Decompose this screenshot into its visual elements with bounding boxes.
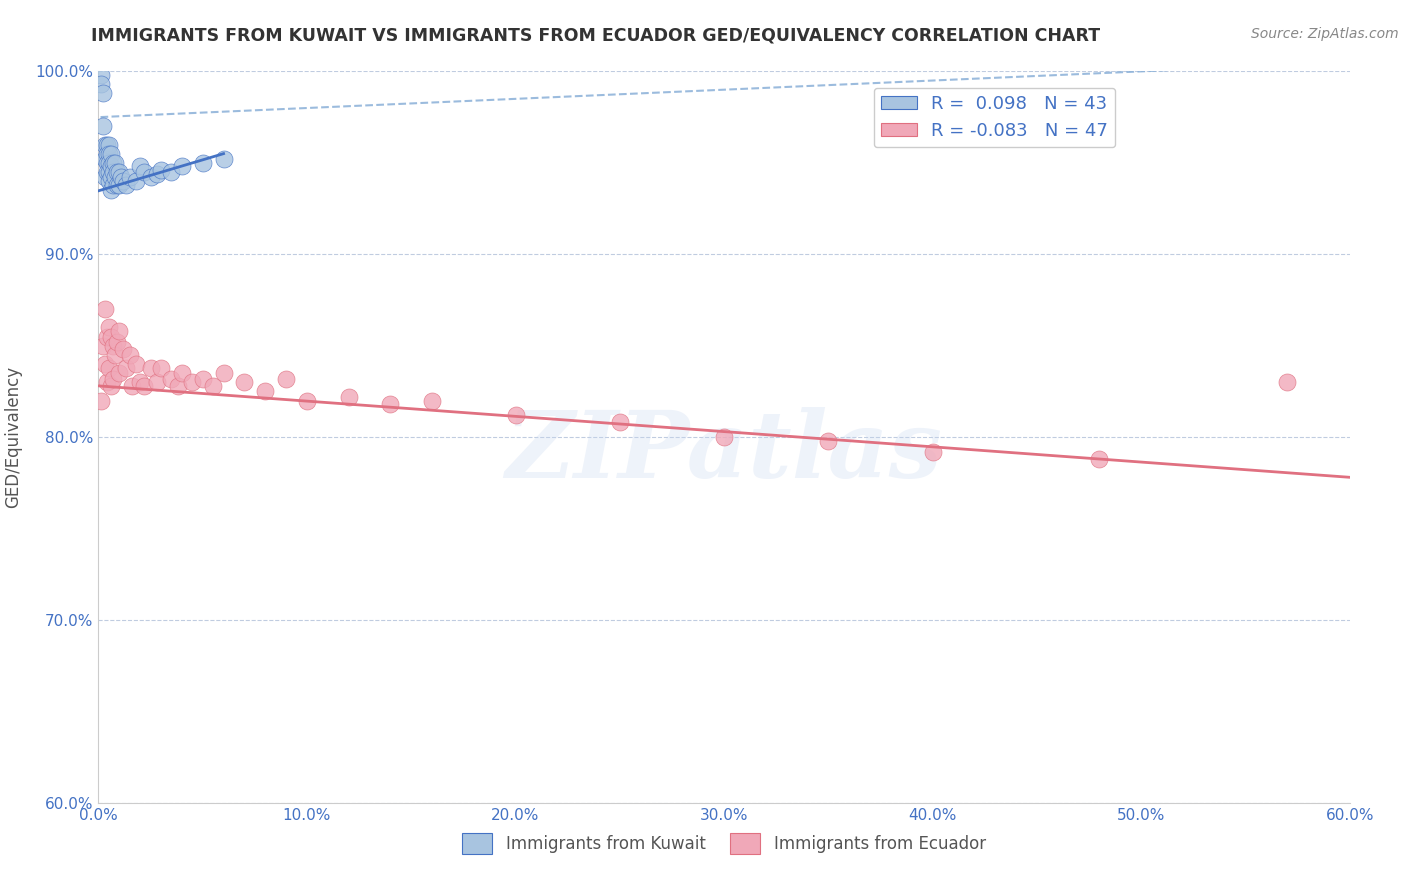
Point: [191, 156, 214, 170]
Point: [89, 393, 111, 408]
Point: [105, 178, 128, 192]
Point: [97, 174, 120, 188]
Point: [108, 324, 131, 338]
Point: [104, 348, 127, 362]
Point: [96, 165, 118, 179]
Point: [170, 160, 193, 174]
Point: [380, 397, 402, 411]
Point: [181, 376, 204, 390]
Point: [1088, 452, 1111, 467]
Point: [89, 68, 111, 82]
Point: [817, 434, 839, 448]
Point: [202, 379, 225, 393]
Point: [121, 379, 143, 393]
Point: [146, 167, 169, 181]
Point: [96, 376, 118, 390]
Point: [420, 393, 443, 408]
Point: [101, 338, 124, 352]
Point: [101, 371, 124, 385]
Point: [100, 183, 122, 197]
Point: [97, 360, 120, 375]
Point: [274, 371, 298, 385]
Point: [105, 165, 128, 179]
Point: [101, 165, 124, 179]
Point: [93, 137, 115, 152]
Point: [97, 146, 120, 161]
Point: [89, 77, 111, 91]
Point: [212, 152, 235, 166]
Point: [191, 371, 214, 385]
Point: [233, 376, 256, 390]
Point: [100, 170, 122, 185]
Point: [254, 384, 277, 399]
Point: [118, 348, 141, 362]
Point: [125, 174, 148, 188]
Point: [129, 376, 152, 390]
Legend: Immigrants from Kuwait, Immigrants from Ecuador: Immigrants from Kuwait, Immigrants from …: [456, 827, 993, 860]
Point: [134, 165, 156, 179]
Point: [108, 366, 131, 380]
Point: [100, 329, 122, 343]
Point: [97, 156, 120, 170]
Point: [93, 302, 115, 317]
Point: [93, 152, 115, 166]
Point: [101, 156, 124, 170]
Text: IMMIGRANTS FROM KUWAIT VS IMMIGRANTS FROM ECUADOR GED/EQUIVALENCY CORRELATION CH: IMMIGRANTS FROM KUWAIT VS IMMIGRANTS FRO…: [91, 27, 1101, 45]
Point: [96, 137, 118, 152]
Point: [129, 160, 152, 174]
Point: [93, 357, 115, 371]
Point: [105, 334, 128, 349]
Point: [921, 444, 943, 458]
Point: [713, 430, 735, 444]
Point: [91, 119, 114, 133]
Point: [212, 366, 235, 380]
Point: [96, 146, 118, 161]
Point: [505, 408, 527, 422]
Point: [96, 329, 118, 343]
Point: [108, 165, 131, 179]
Point: [114, 360, 136, 375]
Point: [337, 390, 360, 404]
Point: [100, 146, 122, 161]
Point: [97, 137, 120, 152]
Point: [112, 343, 135, 357]
Point: [100, 379, 122, 393]
Text: Source: ZipAtlas.com: Source: ZipAtlas.com: [1251, 27, 1399, 41]
Point: [166, 379, 188, 393]
Point: [96, 156, 118, 170]
Point: [91, 87, 114, 101]
Point: [134, 379, 156, 393]
Point: [295, 393, 318, 408]
Point: [118, 170, 141, 185]
Point: [150, 360, 173, 375]
Point: [160, 165, 183, 179]
Point: [104, 170, 127, 185]
Point: [110, 170, 132, 185]
Point: [146, 376, 169, 390]
Point: [93, 170, 115, 185]
Point: [100, 160, 122, 174]
Point: [160, 371, 183, 385]
Point: [125, 357, 148, 371]
Point: [97, 165, 120, 179]
Point: [170, 366, 193, 380]
Text: ZIPatlas: ZIPatlas: [506, 407, 942, 497]
Point: [150, 163, 173, 178]
Point: [139, 360, 162, 375]
Point: [139, 170, 162, 185]
Point: [101, 178, 124, 192]
Point: [114, 178, 136, 192]
Point: [1277, 376, 1299, 390]
Point: [97, 320, 120, 334]
Y-axis label: GED/Equivalency: GED/Equivalency: [4, 366, 21, 508]
Point: [108, 178, 131, 192]
Point: [91, 338, 114, 352]
Point: [609, 416, 631, 430]
Point: [112, 174, 135, 188]
Point: [104, 156, 127, 170]
